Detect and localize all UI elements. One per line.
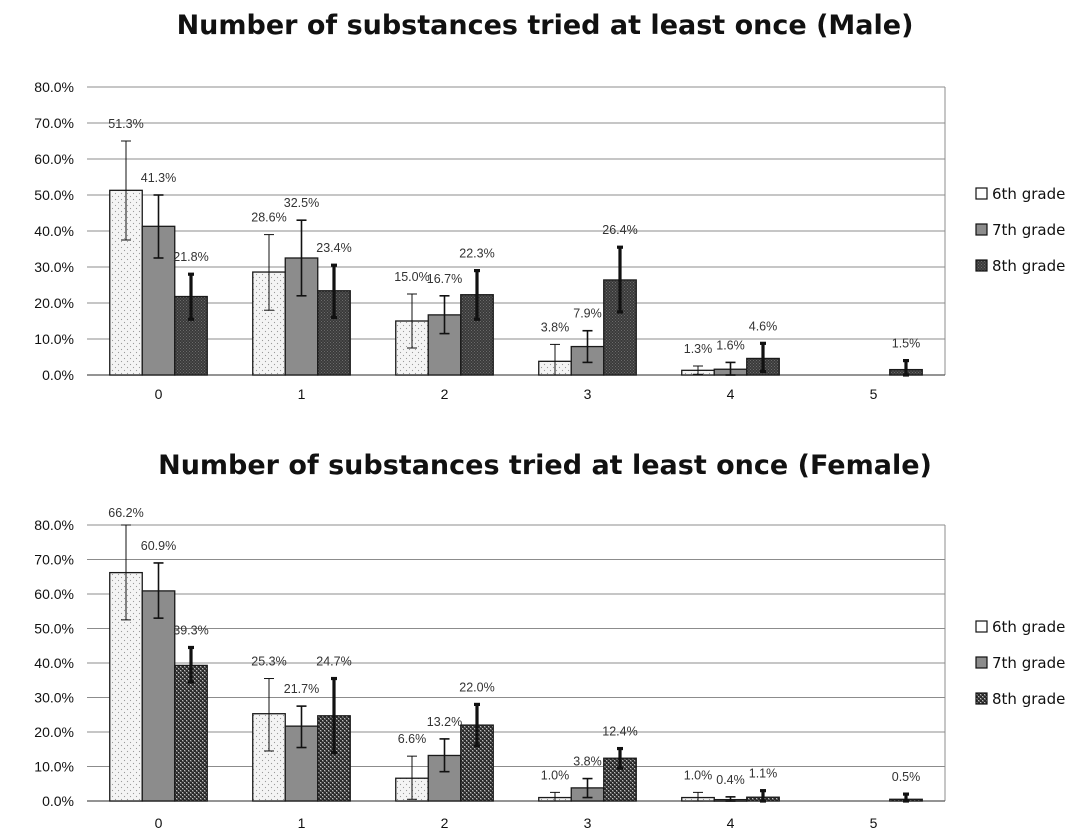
y-tick-label: 70.0%: [34, 115, 74, 131]
y-tick-label: 40.0%: [34, 223, 74, 239]
data-label: 0.4%: [716, 773, 745, 787]
y-tick-label: 40.0%: [34, 655, 74, 671]
x-tick-label: 4: [727, 815, 735, 831]
data-label: 12.4%: [602, 725, 637, 739]
data-label: 1.0%: [541, 768, 570, 782]
data-label: 1.5%: [892, 337, 921, 351]
data-label: 23.4%: [316, 241, 351, 255]
data-label: 41.3%: [141, 171, 176, 185]
data-label: 3.8%: [541, 320, 570, 334]
data-label: 15.0%: [394, 270, 429, 284]
data-label: 22.0%: [459, 680, 494, 694]
data-label: 6.6%: [398, 732, 427, 746]
data-label: 1.6%: [716, 338, 745, 352]
chart-title: Number of substances tried at least once…: [177, 10, 914, 41]
y-tick-label: 50.0%: [34, 621, 74, 637]
chart-female: Number of substances tried at least once…: [34, 450, 1065, 831]
y-tick-label: 20.0%: [34, 724, 74, 740]
y-tick-label: 80.0%: [34, 517, 74, 533]
legend-label: 7th grade: [992, 654, 1065, 672]
data-label: 1.3%: [684, 342, 713, 356]
data-label: 7.9%: [573, 307, 602, 321]
y-tick-label: 0.0%: [42, 793, 74, 809]
data-label: 32.5%: [284, 196, 319, 210]
legend-label: 8th grade: [992, 690, 1065, 708]
data-label: 22.3%: [459, 247, 494, 261]
bar: [142, 591, 175, 801]
y-tick-label: 0.0%: [42, 367, 74, 383]
series-7th-grade: 60.9% 21.7% 13.2% 3.8% 0.4%: [141, 539, 747, 801]
legend: 6th grade 7th grade 8th grade: [976, 618, 1065, 708]
x-tick-label: 4: [727, 386, 735, 402]
error-bar: [760, 791, 766, 801]
data-label: 25.3%: [251, 655, 286, 669]
x-tick-label: 2: [441, 815, 449, 831]
data-label: 1.1%: [749, 767, 778, 781]
series-7th-grade: 41.3% 32.5% 16.7% 7.9% 1.6%: [141, 171, 747, 375]
x-tick-label: 1: [298, 815, 306, 831]
y-tick-label: 80.0%: [34, 79, 74, 95]
legend-label: 7th grade: [992, 221, 1065, 239]
data-label: 39.3%: [173, 623, 208, 637]
y-tick-label: 60.0%: [34, 151, 74, 167]
data-label: 21.8%: [173, 250, 208, 264]
x-tick-label: 3: [584, 815, 592, 831]
data-label: 66.2%: [108, 506, 143, 520]
data-label: 24.7%: [316, 655, 351, 669]
legend-swatch: [976, 260, 987, 271]
legend-label: 6th grade: [992, 618, 1065, 636]
chart-title: Number of substances tried at least once…: [158, 450, 932, 481]
data-label: 51.3%: [108, 117, 143, 131]
legend-label: 8th grade: [992, 257, 1065, 275]
data-label: 13.2%: [427, 715, 462, 729]
x-tick-label: 0: [155, 386, 163, 402]
error-bar: [903, 794, 909, 801]
x-tick-label: 0: [155, 815, 163, 831]
y-tick-label: 10.0%: [34, 759, 74, 775]
data-label: 28.6%: [251, 211, 286, 225]
y-tick-label: 20.0%: [34, 295, 74, 311]
data-label: 1.0%: [684, 768, 713, 782]
data-label: 0.5%: [892, 770, 921, 784]
x-tick-label: 3: [584, 386, 592, 402]
x-tick-label: 2: [441, 386, 449, 402]
legend-swatch: [976, 621, 987, 632]
data-label: 3.8%: [573, 755, 602, 769]
error-bar: [726, 797, 736, 801]
data-label: 60.9%: [141, 539, 176, 553]
chart-male: Number of substances tried at least once…: [34, 10, 1065, 402]
legend-swatch: [976, 188, 987, 199]
data-label: 4.6%: [749, 319, 778, 333]
data-label: 21.7%: [284, 682, 319, 696]
y-tick-label: 50.0%: [34, 187, 74, 203]
legend-swatch: [976, 657, 987, 668]
legend-swatch: [976, 224, 987, 235]
y-tick-label: 10.0%: [34, 331, 74, 347]
x-tick-label: 5: [870, 815, 878, 831]
x-tick-label: 1: [298, 386, 306, 402]
y-tick-label: 70.0%: [34, 552, 74, 568]
data-label: 16.7%: [427, 272, 462, 286]
data-label: 26.4%: [602, 223, 637, 237]
x-tick-label: 5: [870, 386, 878, 402]
legend-label: 6th grade: [992, 185, 1065, 203]
y-tick-label: 30.0%: [34, 259, 74, 275]
bar: [175, 665, 208, 801]
legend-swatch: [976, 693, 987, 704]
y-tick-label: 30.0%: [34, 690, 74, 706]
y-tick-label: 60.0%: [34, 586, 74, 602]
legend: 6th grade 7th grade 8th grade: [976, 185, 1065, 275]
